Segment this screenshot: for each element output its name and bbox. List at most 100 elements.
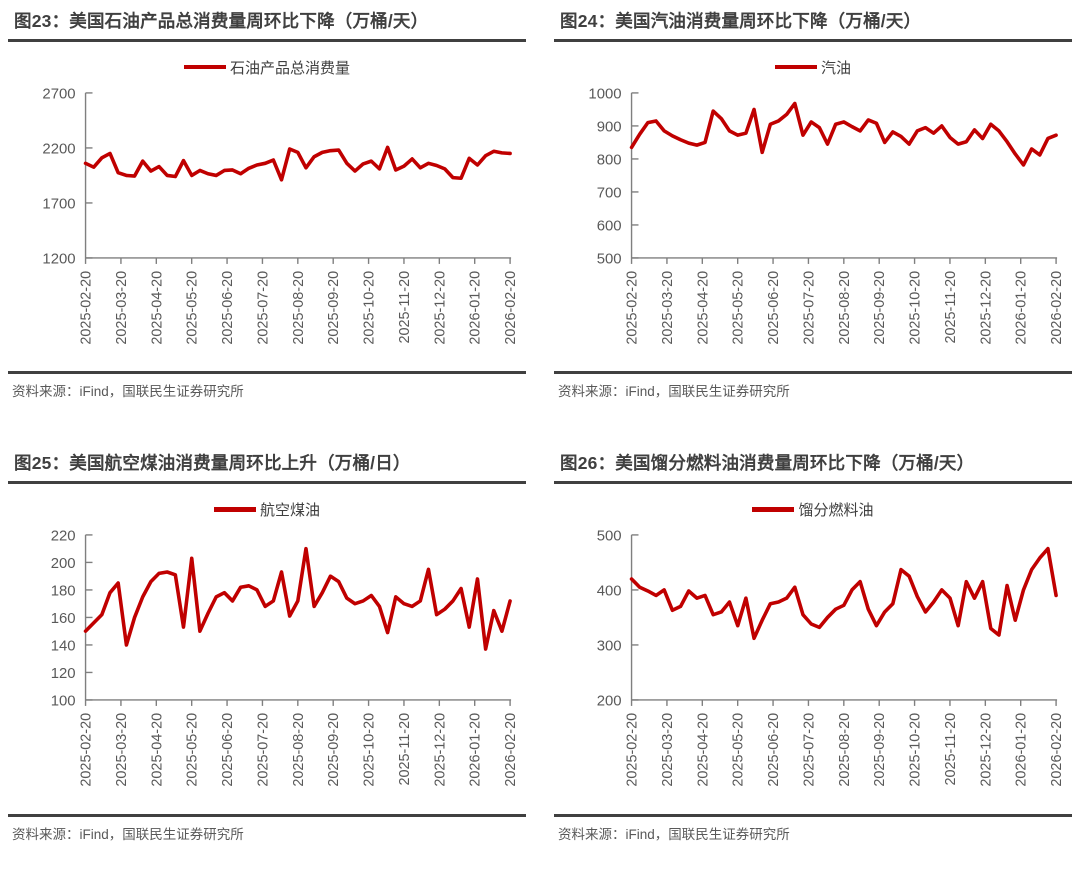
svg-text:2025-05-20: 2025-05-20 (731, 271, 747, 345)
line-chart-jet-fuel: 100 120 140 160 180 200 220 2025-02-20 2025-03-2… (51, 529, 519, 787)
svg-text:2025-06-20: 2025-06-20 (766, 713, 782, 787)
legend-line-icon (752, 507, 795, 512)
figure-26-source: 资料来源：iFind，国联民生证券研究所 (554, 813, 1072, 843)
svg-text:1000: 1000 (588, 86, 621, 102)
line-chart-gasoline: 500 600 700 800 900 1000 2025-02-20 2025-03-20 2… (588, 86, 1065, 345)
svg-text:1700: 1700 (42, 196, 75, 212)
figure-24-title: 图24：美国汽油消费量周环比下降（万桶/天） (554, 6, 1072, 42)
figure-26: 图26：美国馏分燃料油消费量周环比下降（万桶/天） 馏分燃料油 200 300 40… (554, 448, 1072, 842)
svg-text:220: 220 (51, 529, 76, 545)
svg-text:1200: 1200 (42, 251, 75, 267)
svg-text:2026-01-20: 2026-01-20 (468, 271, 484, 345)
figure-25-source: 资料来源：iFind，国联民生证券研究所 (8, 813, 526, 843)
svg-text:2025-08-20: 2025-08-20 (837, 271, 853, 345)
svg-text:2026-01-20: 2026-01-20 (1014, 271, 1030, 345)
svg-text:2025-02-20: 2025-02-20 (79, 271, 95, 345)
svg-text:2025-06-20: 2025-06-20 (220, 713, 236, 787)
figure-25-title: 图25：美国航空煤油消费量周环比上升（万桶/日） (8, 448, 526, 485)
svg-text:2700: 2700 (42, 86, 75, 102)
svg-text:2025-04-20: 2025-04-20 (149, 271, 165, 345)
figure-24: 图24：美国汽油消费量周环比下降（万桶/天） 汽油 500 600 700 800 90… (554, 6, 1072, 400)
svg-text:2025-11-20: 2025-11-20 (943, 713, 959, 786)
svg-text:300: 300 (597, 639, 622, 655)
svg-text:2025-03-20: 2025-03-20 (660, 271, 676, 345)
svg-text:2025-10-20: 2025-10-20 (908, 713, 924, 787)
legend-label: 石油产品总消费量 (229, 59, 350, 77)
figure-23-legend: 石油产品总消费量 (8, 57, 526, 77)
figure-25-legend: 航空煤油 (8, 499, 526, 519)
legend-label: 航空煤油 (259, 501, 320, 519)
svg-text:400: 400 (597, 584, 622, 600)
svg-text:2025-09-20: 2025-09-20 (326, 713, 342, 787)
svg-text:2025-05-20: 2025-05-20 (185, 271, 201, 345)
svg-text:900: 900 (597, 119, 622, 135)
figure-26-legend: 馏分燃料油 (554, 499, 1072, 519)
figure-23-source: 资料来源：iFind，国联民生证券研究所 (8, 371, 526, 400)
svg-text:2025-11-20: 2025-11-20 (397, 713, 413, 786)
svg-text:2025-07-20: 2025-07-20 (801, 713, 817, 787)
svg-text:2025-02-20: 2025-02-20 (625, 713, 641, 787)
legend-label: 馏分燃料油 (798, 501, 874, 519)
svg-text:2025-08-20: 2025-08-20 (291, 271, 307, 345)
figure-24-legend: 汽油 (554, 57, 1072, 77)
svg-text:140: 140 (51, 639, 76, 655)
svg-text:2025-07-20: 2025-07-20 (801, 271, 817, 345)
svg-text:120: 120 (51, 666, 76, 682)
svg-text:2025-03-20: 2025-03-20 (660, 713, 676, 787)
svg-text:2026-02-20: 2026-02-20 (1049, 713, 1065, 787)
svg-text:2025-05-20: 2025-05-20 (185, 713, 201, 787)
svg-text:2025-03-20: 2025-03-20 (114, 713, 130, 787)
svg-text:2025-08-20: 2025-08-20 (837, 713, 853, 787)
figure-24-source: 资料来源：iFind，国联民生证券研究所 (554, 371, 1072, 400)
svg-text:2200: 2200 (42, 141, 75, 157)
svg-text:500: 500 (597, 529, 622, 545)
svg-text:2025-12-20: 2025-12-20 (978, 271, 994, 345)
report-figure-grid: 图23：美国石油产品总消费量周环比下降（万桶/天） 石油产品总消费量 1200 1… (8, 6, 1072, 843)
figure-23: 图23：美国石油产品总消费量周环比下降（万桶/天） 石油产品总消费量 1200 1… (8, 6, 526, 400)
svg-text:2025-12-20: 2025-12-20 (432, 713, 448, 787)
svg-text:2025-10-20: 2025-10-20 (362, 271, 378, 345)
figure-25: 图25：美国航空煤油消费量周环比上升（万桶/日） 航空煤油 100 120 140 1… (8, 448, 526, 842)
svg-text:2026-02-20: 2026-02-20 (503, 713, 519, 787)
svg-text:160: 160 (51, 611, 76, 627)
figure-26-title: 图26：美国馏分燃料油消费量周环比下降（万桶/天） (554, 448, 1072, 485)
svg-text:200: 200 (51, 556, 76, 572)
svg-text:2025-05-20: 2025-05-20 (731, 713, 747, 787)
svg-text:700: 700 (597, 185, 622, 201)
svg-text:2026-02-20: 2026-02-20 (1049, 271, 1065, 345)
svg-text:2025-02-20: 2025-02-20 (79, 713, 95, 787)
svg-text:2026-01-20: 2026-01-20 (1014, 713, 1030, 787)
svg-text:2025-12-20: 2025-12-20 (978, 713, 994, 787)
svg-text:2025-11-20: 2025-11-20 (397, 271, 413, 344)
svg-text:500: 500 (597, 251, 622, 267)
svg-text:2025-09-20: 2025-09-20 (872, 271, 888, 345)
svg-text:180: 180 (51, 584, 76, 600)
svg-text:2026-01-20: 2026-01-20 (468, 713, 484, 787)
svg-text:2025-04-20: 2025-04-20 (695, 271, 711, 345)
figure-23-title: 图23：美国石油产品总消费量周环比下降（万桶/天） (8, 6, 526, 42)
svg-text:200: 200 (597, 694, 622, 710)
svg-text:2025-06-20: 2025-06-20 (766, 271, 782, 345)
svg-text:800: 800 (597, 152, 622, 168)
svg-text:2025-02-20: 2025-02-20 (625, 271, 641, 345)
line-chart-total-petroleum: 1200 1700 2200 2700 2025-02-20 2025-03-20 2025… (42, 86, 519, 345)
svg-text:2025-04-20: 2025-04-20 (149, 713, 165, 787)
svg-text:600: 600 (597, 218, 622, 234)
svg-text:2025-03-20: 2025-03-20 (114, 271, 130, 345)
legend-line-icon (774, 64, 817, 70)
svg-text:2025-09-20: 2025-09-20 (872, 713, 888, 787)
legend-line-icon (183, 64, 226, 70)
svg-text:2025-06-20: 2025-06-20 (220, 271, 236, 345)
svg-text:2025-07-20: 2025-07-20 (255, 713, 271, 787)
svg-text:2025-09-20: 2025-09-20 (326, 271, 342, 345)
svg-text:100: 100 (51, 694, 76, 710)
line-chart-distillate: 200 300 400 500 2025-02-20 2025-03-20 2025-04-… (597, 529, 1065, 787)
svg-text:2025-12-20: 2025-12-20 (432, 271, 448, 345)
svg-text:2025-10-20: 2025-10-20 (362, 713, 378, 787)
svg-text:2025-10-20: 2025-10-20 (908, 271, 924, 345)
svg-text:2025-08-20: 2025-08-20 (291, 713, 307, 787)
svg-text:2025-04-20: 2025-04-20 (695, 713, 711, 787)
svg-text:2026-02-20: 2026-02-20 (503, 271, 519, 345)
legend-label: 汽油 (820, 59, 851, 77)
legend-line-icon (213, 507, 256, 512)
